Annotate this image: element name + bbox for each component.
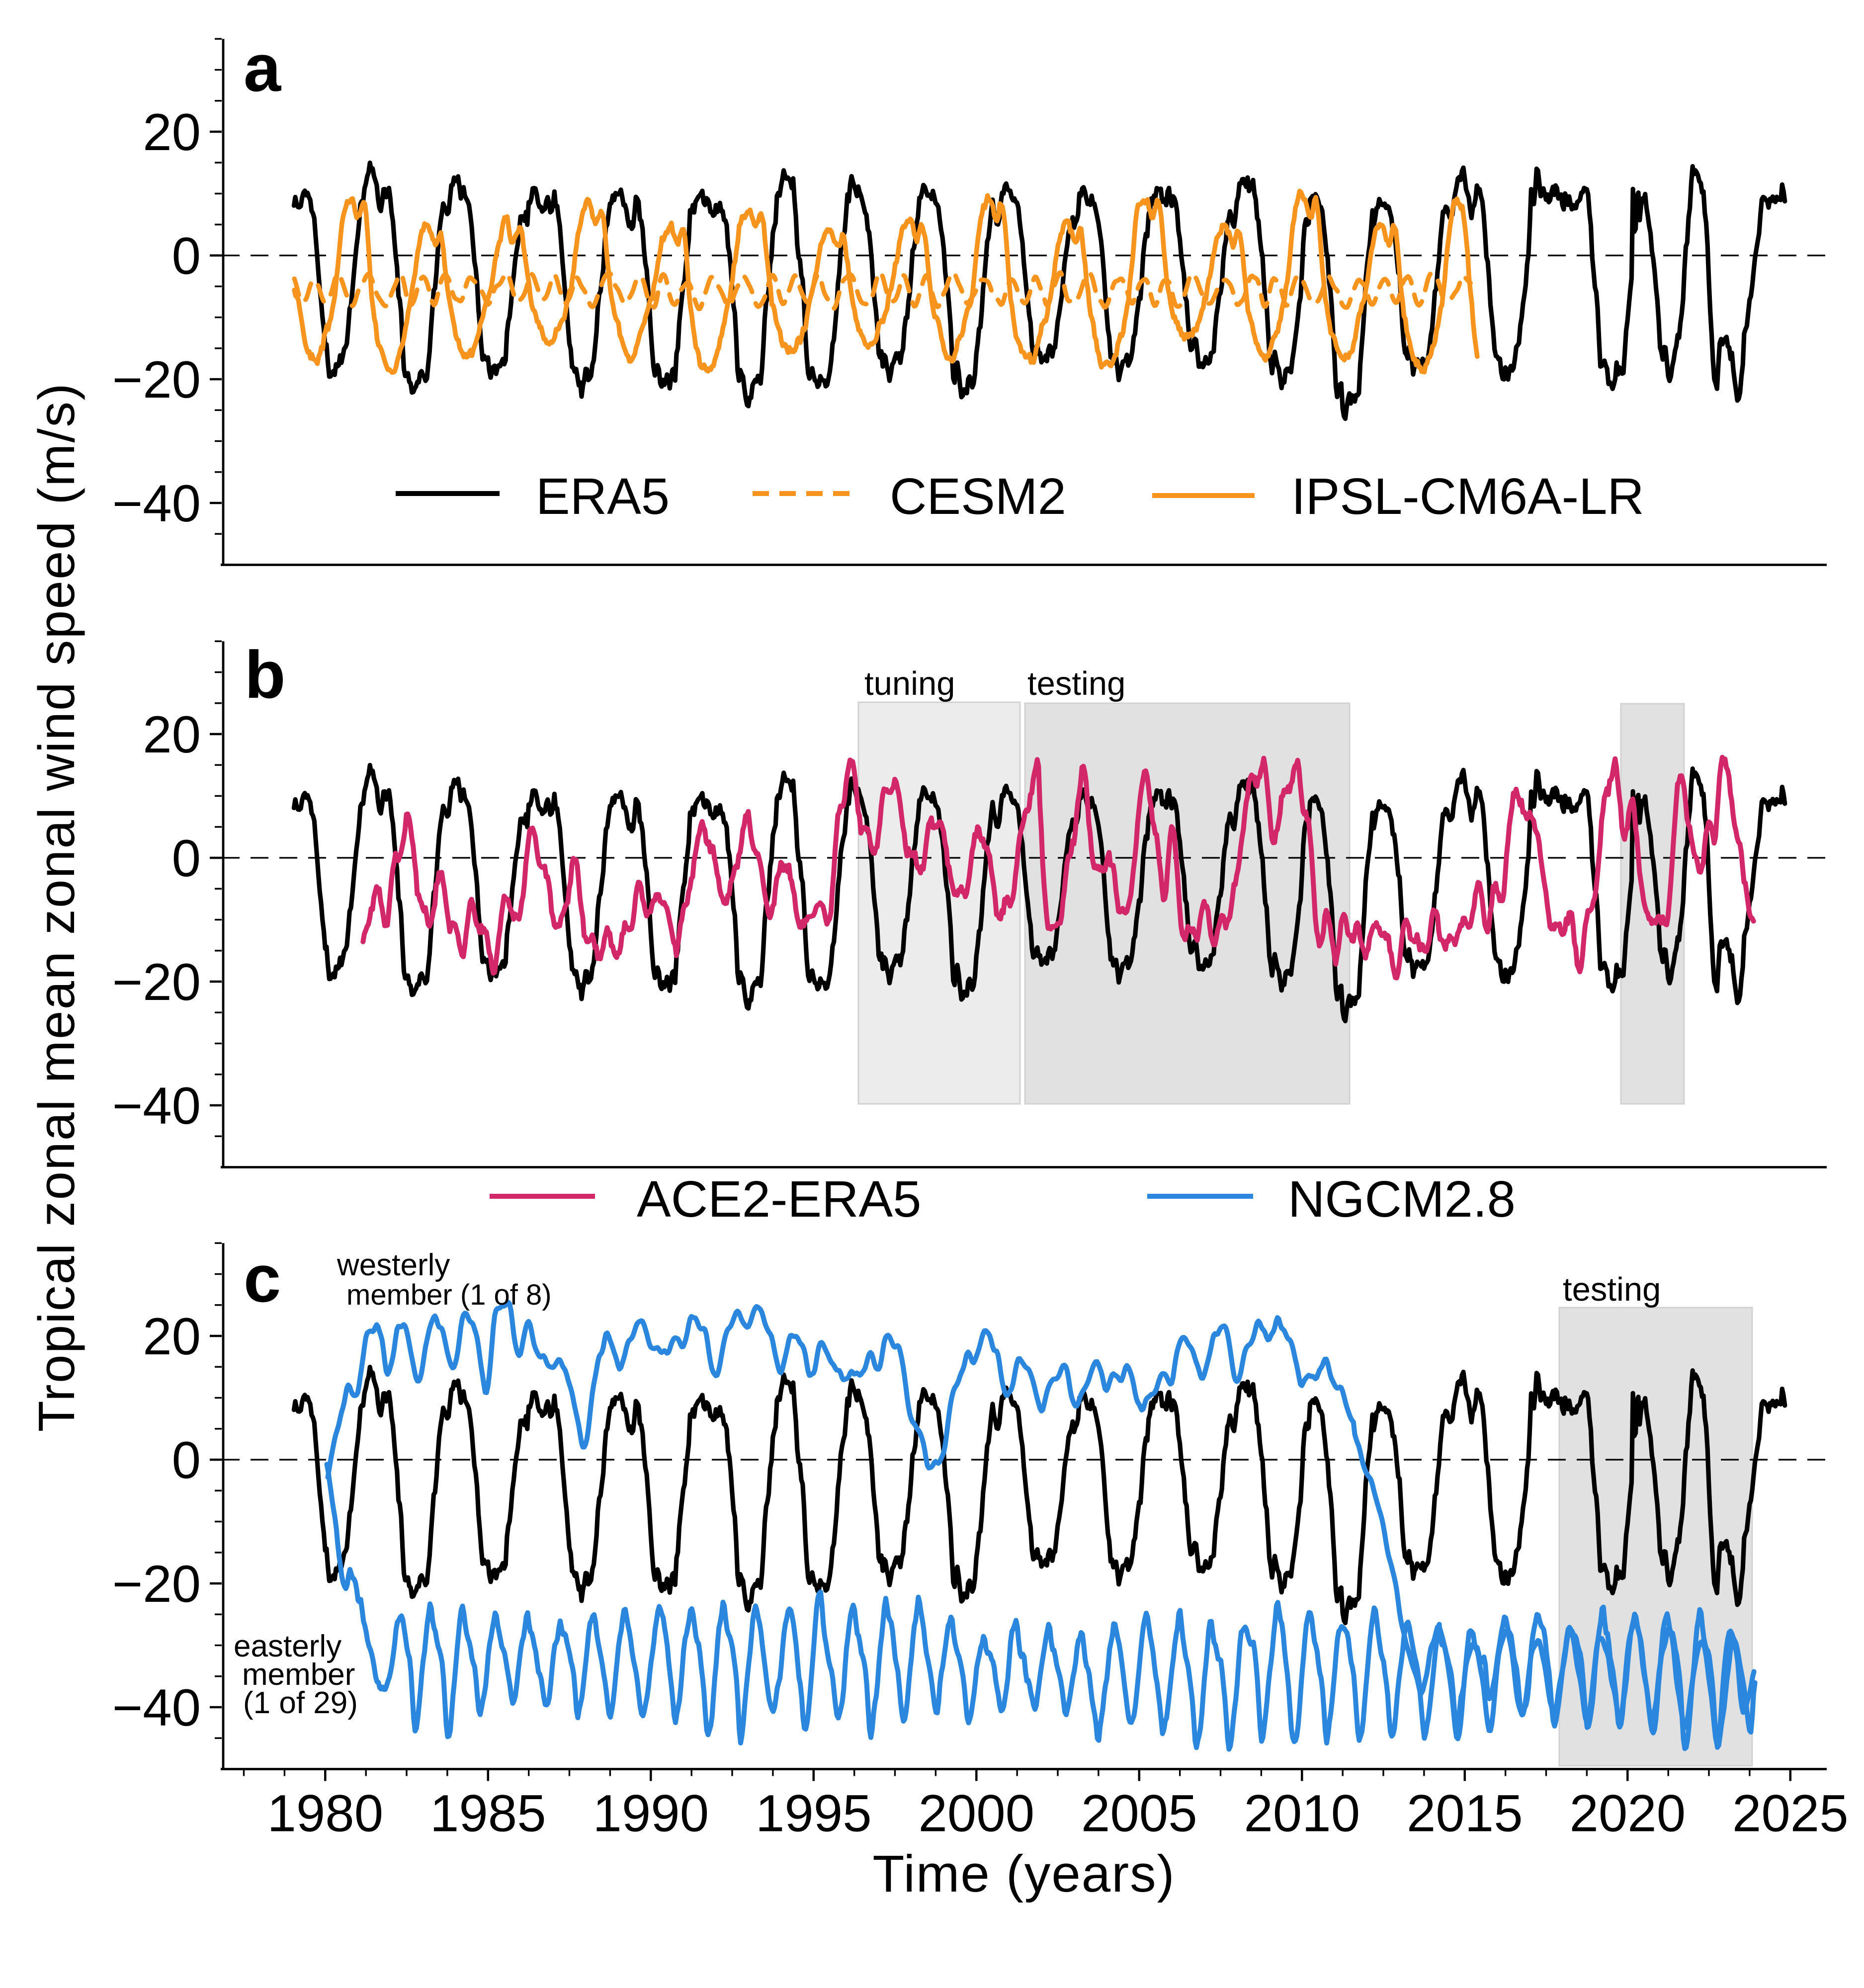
- svg-text:1985: 1985: [430, 1785, 546, 1843]
- svg-text:CESM2: CESM2: [890, 468, 1066, 525]
- svg-text:c: c: [244, 1241, 281, 1316]
- svg-text:member: member: [242, 1657, 355, 1692]
- svg-text:Tropical zonal mean zonal wind: Tropical zonal mean zonal wind speed (m/…: [28, 382, 85, 1432]
- svg-text:2015: 2015: [1407, 1785, 1523, 1843]
- svg-text:1990: 1990: [593, 1785, 709, 1843]
- svg-text:1995: 1995: [756, 1785, 872, 1843]
- svg-text:−20: −20: [112, 953, 201, 1011]
- svg-text:IPSL-CM6A-LR: IPSL-CM6A-LR: [1291, 468, 1644, 525]
- svg-text:easterly: easterly: [234, 1629, 341, 1663]
- svg-text:−20: −20: [112, 1555, 201, 1613]
- svg-text:0: 0: [172, 1431, 201, 1490]
- svg-text:tuning: tuning: [864, 665, 955, 702]
- svg-text:0: 0: [172, 227, 201, 285]
- svg-text:2005: 2005: [1081, 1785, 1197, 1843]
- svg-text:−40: −40: [112, 1077, 201, 1135]
- svg-text:ERA5: ERA5: [536, 468, 670, 525]
- svg-text:−40: −40: [112, 1679, 201, 1737]
- svg-text:a: a: [244, 30, 281, 105]
- svg-text:−40: −40: [112, 475, 201, 533]
- svg-text:Time (years): Time (years): [872, 1845, 1175, 1903]
- svg-text:0: 0: [172, 829, 201, 888]
- svg-text:ACE2-ERA5: ACE2-ERA5: [637, 1170, 921, 1228]
- svg-text:b: b: [245, 637, 285, 712]
- svg-text:2025: 2025: [1732, 1785, 1849, 1843]
- svg-text:member (1 of 8): member (1 of 8): [346, 1279, 552, 1311]
- svg-text:westerly: westerly: [337, 1248, 450, 1282]
- svg-text:20: 20: [143, 706, 201, 764]
- svg-text:20: 20: [143, 1308, 201, 1366]
- svg-text:2000: 2000: [919, 1785, 1035, 1843]
- svg-text:2020: 2020: [1570, 1785, 1686, 1843]
- svg-text:testing: testing: [1027, 665, 1125, 702]
- svg-text:2010: 2010: [1244, 1785, 1360, 1843]
- svg-text:testing: testing: [1563, 1271, 1661, 1308]
- svg-text:−20: −20: [112, 351, 201, 409]
- svg-text:NGCM2.8: NGCM2.8: [1288, 1170, 1516, 1228]
- svg-text:(1 of 29): (1 of 29): [243, 1686, 358, 1720]
- svg-text:1980: 1980: [267, 1785, 384, 1843]
- svg-text:20: 20: [143, 103, 201, 162]
